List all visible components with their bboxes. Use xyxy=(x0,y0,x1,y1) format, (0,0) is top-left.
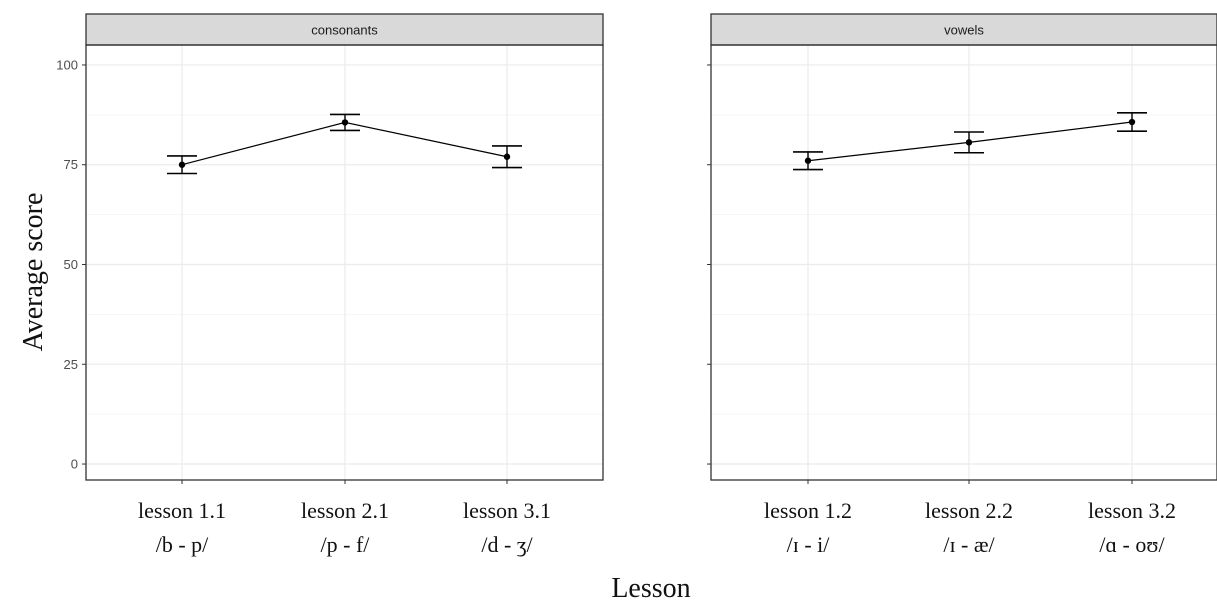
x-tick-label-phonemes: /b - p/ xyxy=(156,532,209,557)
facet-strip xyxy=(710,13,1217,46)
panel-consonants: consonants 0 25 50 75 100 lesson 1.1/b - p/les… xyxy=(56,13,604,557)
y-tick-label: 100 xyxy=(56,57,78,72)
x-tick-label-phonemes: /ɑ - oʊ/ xyxy=(1099,532,1165,557)
x-tick-label-lesson: lesson 2.1 xyxy=(301,498,389,523)
data-point xyxy=(804,157,812,164)
x-tick-label-phonemes: /ɪ - i/ xyxy=(787,532,831,557)
y-axis-title: Average score xyxy=(18,193,49,352)
data-point xyxy=(178,161,186,168)
data-point xyxy=(341,119,349,126)
x-tick-label-lesson: lesson 1.1 xyxy=(138,498,226,523)
y-tick-label: 75 xyxy=(64,157,78,172)
data-point xyxy=(965,139,973,146)
panel-vowels: vowels lesson 1.2/ɪ - i/lesson 2.2/ɪ - æ/… xyxy=(707,13,1217,557)
x-tick-label-lesson: lesson 1.2 xyxy=(764,498,852,523)
panel-background xyxy=(711,45,1217,480)
y-tick-label: 0 xyxy=(71,457,78,472)
facet-strip-label: vowels xyxy=(944,23,984,38)
facet-strip xyxy=(85,13,604,46)
panels: consonants 0 25 50 75 100 lesson 1.1/b - p/les… xyxy=(56,13,1217,557)
x-tick-label-phonemes: /ɪ - æ/ xyxy=(943,532,995,557)
data-point xyxy=(503,153,511,160)
x-tick-label-lesson: lesson 3.1 xyxy=(463,498,551,523)
panel-border xyxy=(710,44,1217,481)
x-tick-label-phonemes: /d - ʒ/ xyxy=(481,532,533,557)
y-tick-label: 25 xyxy=(64,357,78,372)
x-tick-label-lesson: lesson 3.2 xyxy=(1088,498,1176,523)
data-point xyxy=(1128,118,1136,126)
y-tick-label: 50 xyxy=(64,257,78,272)
x-tick-label-lesson: lesson 2.2 xyxy=(925,498,1013,523)
x-tick-label-phonemes: /p - f/ xyxy=(321,532,371,557)
facet-strip-label: consonants xyxy=(311,23,378,38)
x-axis-title: Lesson xyxy=(611,573,690,602)
